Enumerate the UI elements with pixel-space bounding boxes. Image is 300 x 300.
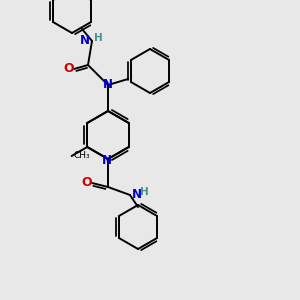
Text: H: H	[140, 187, 149, 197]
Text: O: O	[82, 176, 92, 190]
Text: N: N	[132, 188, 142, 202]
Text: H: H	[94, 33, 103, 43]
Text: CH₃: CH₃	[74, 151, 90, 160]
Text: N: N	[102, 154, 112, 166]
Text: O: O	[64, 62, 74, 76]
Text: N: N	[80, 34, 90, 46]
Text: N: N	[103, 79, 113, 92]
